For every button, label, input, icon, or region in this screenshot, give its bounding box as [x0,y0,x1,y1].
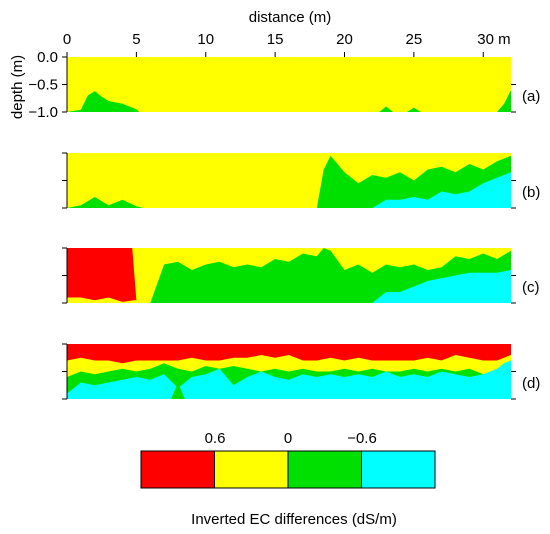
contour-region [67,155,511,208]
panel-d: (d) [62,343,540,400]
panel-label: (d) [522,375,540,392]
panel-a: (a) [66,57,540,113]
legend-tick-label-1: 0 [284,430,292,447]
y-axis: 0.0 −0.5 −1.0 [28,49,67,121]
legend: 0.6 0 −0.6 Inverted EC differences (dS/m… [140,430,436,528]
panel-label: (b) [522,184,540,201]
contour-region [497,90,511,112]
x-tick-label: 30 m [477,31,510,48]
y-tick-label: −1.0 [28,104,58,121]
contour-region [67,344,511,399]
x-tick-label: 20 [336,31,353,48]
panels: (a) (b) (c) (d) [62,57,540,400]
contour-region [171,382,185,399]
contour-region [67,91,511,112]
contour-region [67,172,511,208]
x-tick-label: 5 [132,31,140,48]
contour-region [67,248,137,303]
contour-region [67,57,511,112]
x-tick-label: 15 [267,31,284,48]
legend-swatch [361,450,436,489]
panel-label: (a) [522,88,540,105]
legend-swatch [214,450,289,489]
contour-region [67,270,511,303]
panel-b: (b) [62,152,540,209]
contour-region [379,106,394,112]
x-tick-label: 25 [406,31,423,48]
panel-label: (c) [522,279,540,296]
legend-swatch [140,450,215,489]
y-tick-label: −0.5 [28,77,58,94]
legend-tick-label-0: 0.6 [205,430,226,447]
y-tick-label: 0.0 [37,49,58,66]
y-axis-title: depth (m) [9,55,26,119]
legend-title: Inverted EC differences (dS/m) [191,511,397,528]
x-tick-label: 10 [197,31,214,48]
x-tick-label: 0 [63,31,71,48]
contour-region [406,107,421,112]
x-axis-title: distance (m) [249,9,332,26]
panel-c: (c) [62,247,540,304]
legend-swatch [287,450,362,489]
legend-tick-label-2: −0.6 [347,430,377,447]
x-axis: 0 5 10 15 20 25 30 m [63,31,511,57]
contour-region [67,248,511,303]
